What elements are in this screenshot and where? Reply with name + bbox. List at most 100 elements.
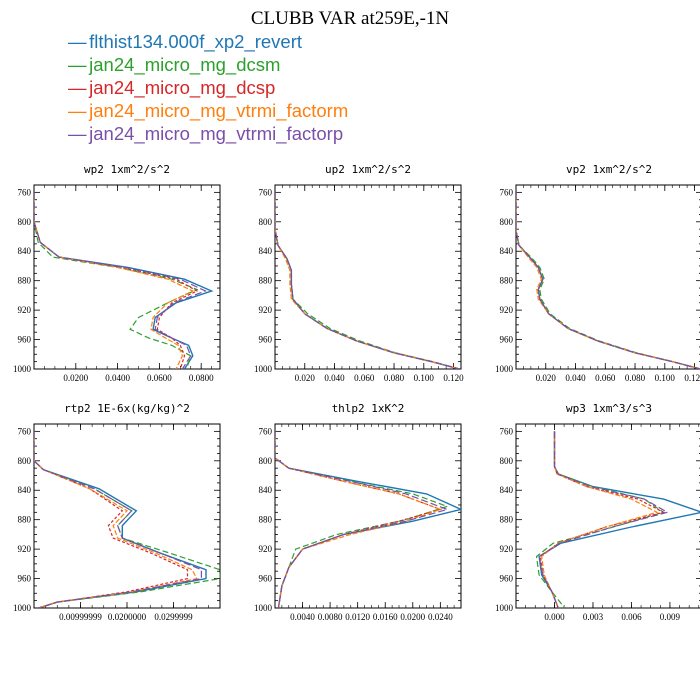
panel-title: up2 1xm^2/s^2 xyxy=(325,163,411,176)
panel-title: vp2 1xm^2/s^2 xyxy=(566,163,652,176)
y-tick-label: 800 xyxy=(18,456,32,466)
panel-frame xyxy=(515,184,700,370)
chart-panel: up2 1xm^2/s^2 760 800 840 880 920 960 1000 0.020… xyxy=(254,163,464,383)
x-tick-label: 0.003 xyxy=(583,612,604,622)
y-tick-label: 840 xyxy=(500,246,514,256)
y-tick-label: 800 xyxy=(259,217,273,227)
x-tick-label: 0.020 xyxy=(295,373,316,383)
x-tick-label: 0.0040 xyxy=(290,612,315,622)
y-tick-label: 880 xyxy=(500,515,514,525)
legend-dash-icon: — xyxy=(68,54,87,75)
series-line xyxy=(275,431,461,608)
x-tick-label: 0.0200 xyxy=(400,612,425,622)
series-line xyxy=(516,192,700,369)
y-tick-label: 800 xyxy=(18,217,32,227)
x-tick-label: 0.120 xyxy=(684,373,700,383)
series-line xyxy=(275,192,460,369)
series-line xyxy=(34,192,207,369)
series-line xyxy=(539,431,666,608)
panel-frame xyxy=(33,184,221,370)
y-tick-label: 920 xyxy=(18,305,32,315)
y-tick-label: 960 xyxy=(500,335,514,345)
legend-dash-icon: — xyxy=(68,77,87,98)
series-line xyxy=(275,192,460,369)
y-tick-label: 880 xyxy=(18,276,32,286)
y-tick-label: 960 xyxy=(18,574,32,584)
series-line xyxy=(516,192,700,369)
x-tick-label: 0.00999999 xyxy=(59,612,102,622)
x-tick-label: 0.120 xyxy=(443,373,464,383)
x-tick-label: 0.060 xyxy=(595,373,616,383)
x-tick-label: 0.080 xyxy=(625,373,646,383)
y-tick-label: 880 xyxy=(18,515,32,525)
y-tick-label: 960 xyxy=(18,335,32,345)
legend-dash-icon: — xyxy=(68,31,87,52)
panel-title: rtp2 1E-6x(kg/kg)^2 xyxy=(64,402,190,415)
y-tick-label: 880 xyxy=(500,276,514,286)
x-tick-label: 0.0160 xyxy=(373,612,398,622)
x-tick-label: 0.020 xyxy=(536,373,557,383)
legend-dash-icon: — xyxy=(68,123,87,144)
x-tick-label: 0.100 xyxy=(655,373,676,383)
panel-title: thlp2 1xK^2 xyxy=(332,402,405,415)
x-tick-label: 0.060 xyxy=(354,373,375,383)
series-line xyxy=(34,192,195,369)
x-tick-label: 0.040 xyxy=(324,373,345,383)
x-tick-label: 0.0400 xyxy=(105,373,130,383)
legend: — flthist134.000f_xp2_revert — jan24_mic… xyxy=(68,30,348,145)
series-line xyxy=(516,192,700,369)
series-line xyxy=(538,431,700,608)
y-tick-label: 840 xyxy=(18,485,32,495)
y-tick-label: 920 xyxy=(500,544,514,554)
x-tick-label: 0.006 xyxy=(621,612,642,622)
y-tick-label: 800 xyxy=(500,456,514,466)
legend-label: jan24_micro_mg_dcsp xyxy=(89,77,276,98)
y-tick-label: 800 xyxy=(259,456,273,466)
series-line xyxy=(275,192,460,369)
y-tick-label: 1000 xyxy=(254,603,273,613)
x-tick-label: 0.0299999 xyxy=(154,612,193,622)
y-tick-label: 920 xyxy=(259,544,273,554)
x-tick-label: 0.0120 xyxy=(345,612,370,622)
panel-frame xyxy=(515,423,700,609)
series-line xyxy=(538,431,669,608)
series-line xyxy=(535,431,665,608)
chart-panel: vp2 1xm^2/s^2 760 800 840 880 920 960 1000 0.020… xyxy=(495,163,700,383)
series-line xyxy=(275,192,460,369)
y-tick-label: 920 xyxy=(500,305,514,315)
y-tick-label: 1000 xyxy=(13,364,32,374)
series-line xyxy=(34,192,214,369)
series-line xyxy=(516,192,700,369)
x-tick-label: 0.0200000 xyxy=(108,612,147,622)
y-tick-label: 800 xyxy=(500,217,514,227)
y-tick-label: 840 xyxy=(500,485,514,495)
y-tick-label: 840 xyxy=(259,246,273,256)
panel-frame xyxy=(274,184,462,370)
x-tick-label: 0.100 xyxy=(414,373,435,383)
y-tick-label: 960 xyxy=(259,335,273,345)
x-tick-label: 0.0600 xyxy=(147,373,172,383)
y-tick-label: 1000 xyxy=(254,364,273,374)
panel-title: wp2 1xm^2/s^2 xyxy=(84,163,170,176)
series-line xyxy=(34,192,199,369)
x-tick-label: 0.009 xyxy=(660,612,681,622)
y-tick-label: 760 xyxy=(18,187,32,197)
y-tick-label: 920 xyxy=(259,305,273,315)
y-tick-label: 760 xyxy=(259,187,273,197)
y-tick-label: 880 xyxy=(259,276,273,286)
y-tick-label: 760 xyxy=(259,426,273,436)
series-line xyxy=(275,431,443,608)
x-tick-label: 0.0080 xyxy=(318,612,343,622)
series-line xyxy=(34,192,199,369)
legend-item: — jan24_micro_mg_vtrmi_factorp xyxy=(68,122,348,145)
y-tick-label: 760 xyxy=(18,426,32,436)
legend-item: — jan24_micro_mg_dcsp xyxy=(68,76,348,99)
legend-label: flthist134.000f_xp2_revert xyxy=(89,31,303,52)
y-tick-label: 880 xyxy=(259,515,273,525)
panel-frame xyxy=(274,423,462,609)
y-tick-label: 920 xyxy=(18,544,32,554)
x-tick-label: 0.0200 xyxy=(63,373,88,383)
series-line xyxy=(34,431,189,608)
